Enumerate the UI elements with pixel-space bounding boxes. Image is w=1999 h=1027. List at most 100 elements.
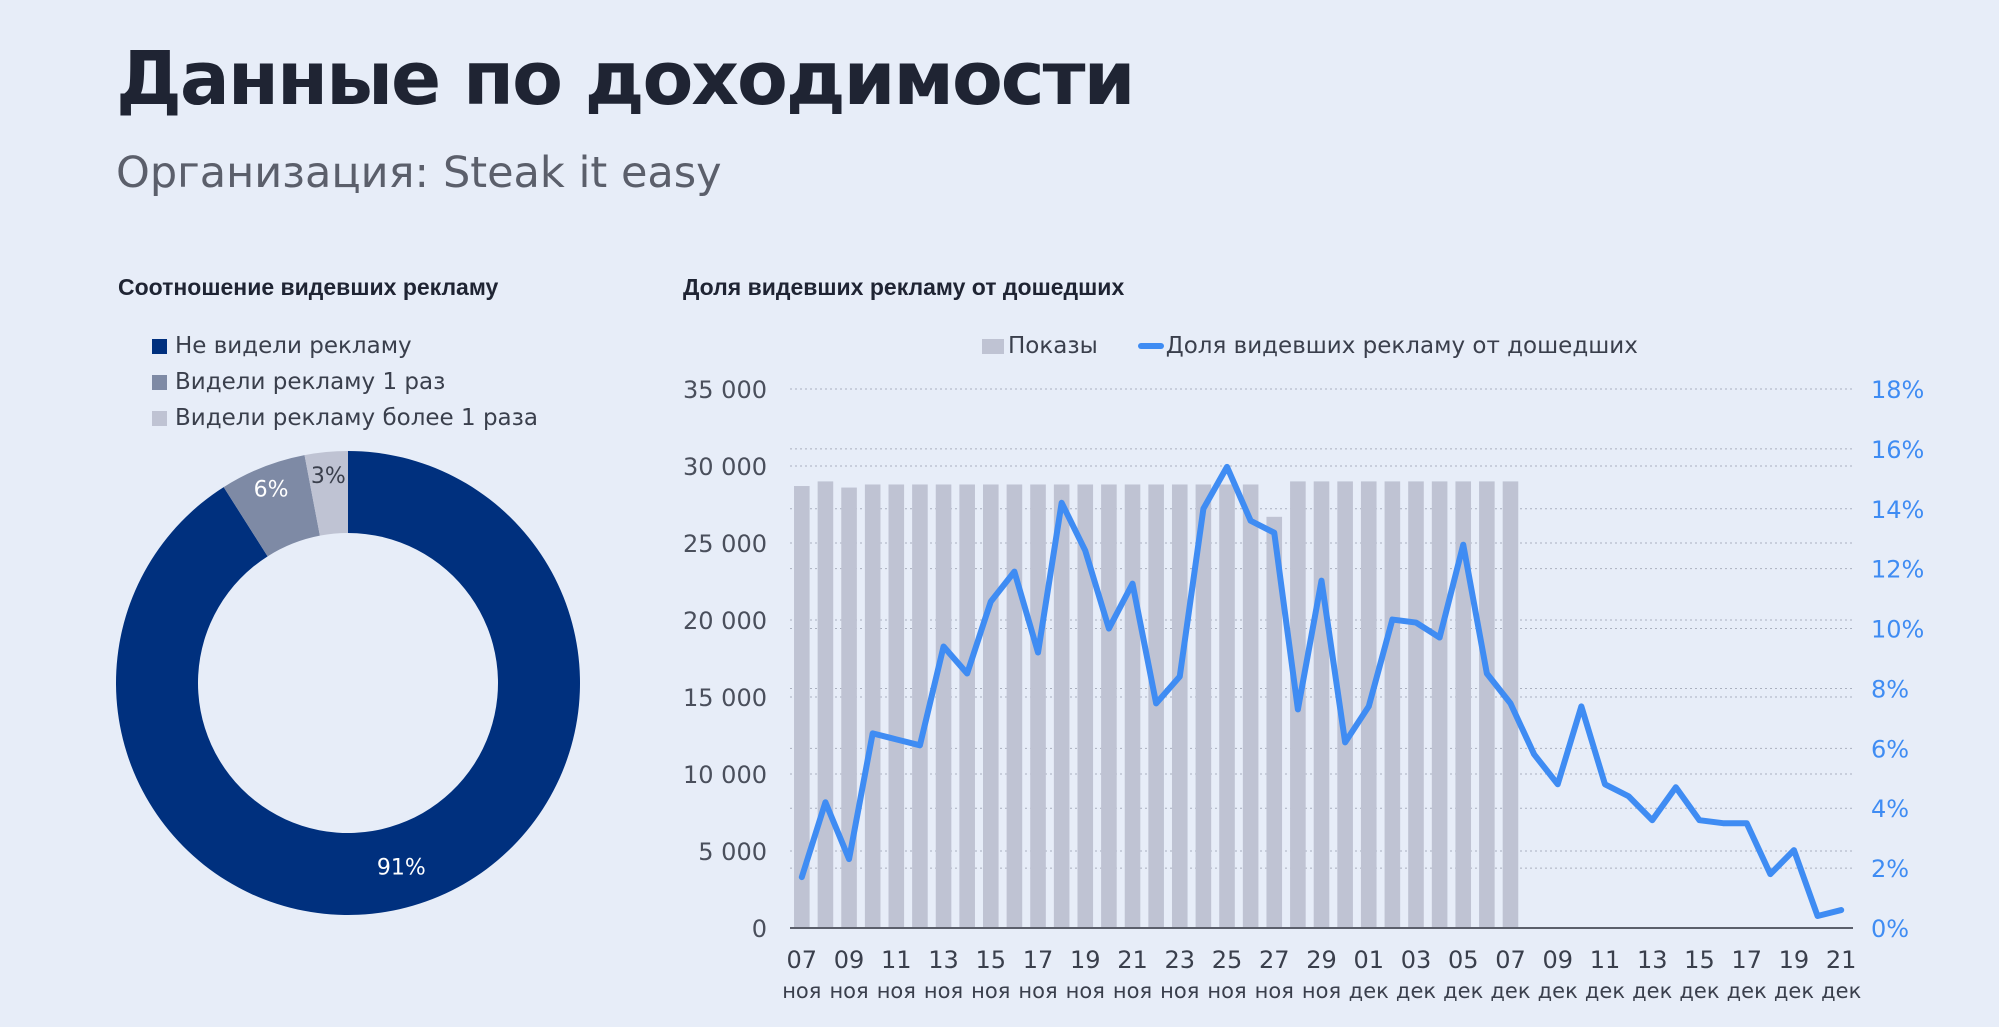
y-right-tick-label: 2% xyxy=(1871,855,1909,883)
bar xyxy=(794,486,810,928)
bar xyxy=(1077,484,1094,928)
bar xyxy=(1219,484,1235,928)
x-tick-month: дек xyxy=(1821,979,1861,1003)
x-tick-month: дек xyxy=(1443,979,1483,1003)
x-tick-day: 11 xyxy=(881,946,912,974)
y-right-tick-label: 4% xyxy=(1871,795,1909,823)
x-tick-day: 11 xyxy=(1590,946,1621,974)
y-left-tick-label: 10 000 xyxy=(683,761,767,789)
bar xyxy=(1006,484,1023,928)
bar xyxy=(959,484,975,928)
legend-label: Видели рекламу 1 раз xyxy=(175,369,446,395)
legend-swatch-seen-once xyxy=(152,374,167,390)
x-tick-day: 15 xyxy=(1684,946,1715,974)
x-tick-day: 27 xyxy=(1259,946,1290,974)
x-tick-month: ноя xyxy=(829,979,868,1003)
legend-swatch-bars xyxy=(982,338,1004,354)
x-tick-day: 21 xyxy=(1117,946,1148,974)
y-left-tick-label: 0 xyxy=(752,915,767,943)
donut-slice-0 xyxy=(116,451,581,916)
bar xyxy=(982,484,999,928)
y-left-tick-label: 35 000 xyxy=(683,376,767,404)
bar xyxy=(912,484,928,928)
bar xyxy=(1384,481,1401,928)
bar xyxy=(1337,481,1353,928)
donut-slice-label-2: 3% xyxy=(311,464,346,489)
x-tick-day: 15 xyxy=(976,946,1007,974)
x-tick-day: 05 xyxy=(1448,946,1479,974)
y-left-tick-label: 25 000 xyxy=(683,530,767,558)
x-tick-month: ноя xyxy=(971,979,1010,1003)
x-tick-day: 19 xyxy=(1779,946,1810,974)
donut-legend: Не видели рекламу Видели рекламу 1 раз В… xyxy=(152,328,538,436)
legend-swatch-line xyxy=(1137,343,1164,349)
x-tick-day: 07 xyxy=(1495,946,1526,974)
x-tick-month: ноя xyxy=(1113,979,1152,1003)
x-tick-day: 07 xyxy=(787,946,818,974)
bar xyxy=(1455,481,1472,928)
x-tick-day: 09 xyxy=(834,946,865,974)
x-tick-month: ноя xyxy=(782,979,821,1003)
y-right-tick-label: 16% xyxy=(1871,436,1924,464)
y-right-tick-label: 0% xyxy=(1871,915,1909,943)
x-tick-day: 13 xyxy=(1637,946,1668,974)
x-tick-month: дек xyxy=(1679,979,1719,1003)
x-tick-month: ноя xyxy=(1160,979,1199,1003)
x-tick-month: ноя xyxy=(877,979,916,1003)
donut-slice-1 xyxy=(223,455,320,557)
bar xyxy=(1266,516,1283,928)
x-tick-month: дек xyxy=(1396,979,1436,1003)
legend-label-bars: Показы xyxy=(1008,333,1098,359)
x-tick-month: ноя xyxy=(1066,979,1105,1003)
x-tick-day: 13 xyxy=(928,946,959,974)
bar xyxy=(888,484,905,928)
line-chart-title: Доля видевших рекламу от дошедших xyxy=(683,274,1125,300)
organization-name: Steak it easy xyxy=(442,148,722,198)
x-tick-day: 09 xyxy=(1542,946,1573,974)
x-tick-day: 25 xyxy=(1212,946,1243,974)
x-tick-day: 29 xyxy=(1306,946,1337,974)
y-right-tick-label: 8% xyxy=(1871,675,1909,703)
x-tick-month: дек xyxy=(1349,979,1389,1003)
legend-swatch-seen-more xyxy=(152,410,167,426)
bar xyxy=(1171,484,1188,928)
bar xyxy=(841,487,857,928)
y-right-tick-label: 10% xyxy=(1871,616,1924,644)
x-tick-month: ноя xyxy=(1207,979,1246,1003)
x-tick-month: дек xyxy=(1538,979,1578,1003)
legend-label-line: Доля видевших рекламу от дошедших xyxy=(1165,333,1638,359)
bar xyxy=(1195,484,1212,928)
x-tick-day: 17 xyxy=(1731,946,1762,974)
y-right-tick-label: 12% xyxy=(1871,556,1924,584)
x-tick-day: 23 xyxy=(1164,946,1195,974)
legend-label: Не видели рекламу xyxy=(175,333,412,359)
y-left-tick-label: 20 000 xyxy=(683,607,767,635)
x-tick-month: ноя xyxy=(1255,979,1294,1003)
x-tick-day: 03 xyxy=(1401,946,1432,974)
x-tick-day: 17 xyxy=(1023,946,1054,974)
legend-item-not-seen: Не видели рекламу xyxy=(152,328,538,364)
legend-label: Видели рекламу более 1 раза xyxy=(175,405,538,431)
x-tick-month: ноя xyxy=(1018,979,1057,1003)
bar xyxy=(1408,481,1424,928)
y-right-tick-label: 6% xyxy=(1871,735,1909,763)
donut-slice-label-0: 91% xyxy=(377,855,426,880)
organization-label: Организация: xyxy=(116,148,429,198)
bar xyxy=(1431,481,1448,928)
donut-slice-2 xyxy=(304,451,348,536)
x-tick-month: дек xyxy=(1774,979,1814,1003)
legend-item-seen-once: Видели рекламу 1 раз xyxy=(152,364,538,400)
bar xyxy=(1101,484,1117,928)
bar xyxy=(1313,481,1330,928)
bar xyxy=(864,484,881,928)
x-tick-day: 01 xyxy=(1353,946,1384,974)
x-tick-month: дек xyxy=(1490,979,1530,1003)
y-left-tick-label: 15 000 xyxy=(683,684,767,712)
y-right-tick-label: 18% xyxy=(1871,376,1924,404)
legend-item-seen-more: Видели рекламу более 1 раза xyxy=(152,400,538,436)
bar xyxy=(817,481,834,928)
x-tick-month: ноя xyxy=(1302,979,1341,1003)
combo-chart-legend: Показы Доля видевших рекламу от дошедших xyxy=(982,333,1638,359)
